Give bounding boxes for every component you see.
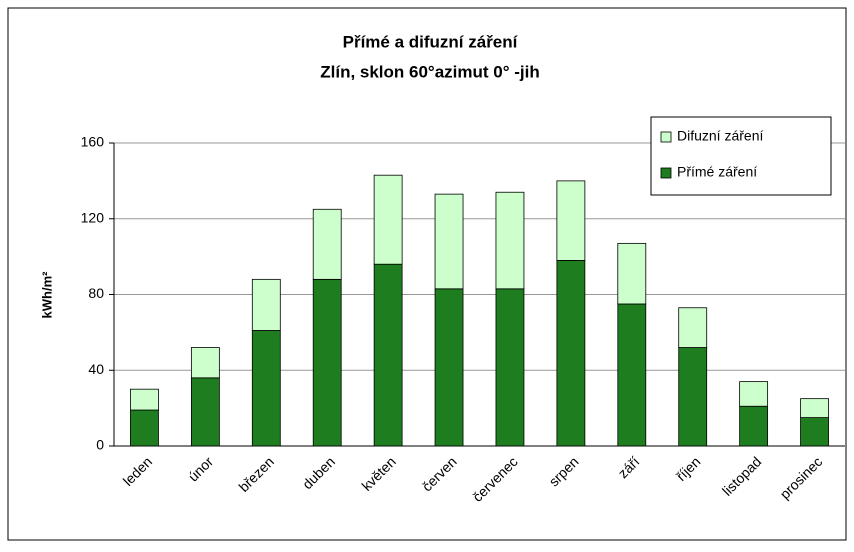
chart-frame — [7, 7, 847, 541]
bar-segment — [251, 330, 281, 447]
bar-segment — [190, 347, 220, 379]
bar-segment — [251, 278, 281, 331]
bar-segment — [190, 377, 220, 447]
chart-title: Přímé a difuzní záření — [343, 32, 519, 51]
bar-segment — [373, 174, 403, 265]
chart-subtitle: Zlín, sklon 60°azimut 0° -jih — [320, 62, 540, 81]
bar-segment — [312, 278, 342, 447]
bar-segment — [312, 208, 342, 280]
bar-segment — [678, 307, 708, 348]
bar-segment — [617, 303, 647, 447]
bar-segment — [130, 388, 159, 411]
bar-segment — [678, 347, 708, 447]
y-axis-label: kWh/m² — [39, 271, 54, 319]
bar-segment — [434, 193, 464, 290]
legend-label: Difuzní záření — [677, 128, 763, 144]
bar-segment — [800, 417, 829, 447]
bar-segment — [434, 288, 464, 447]
bar-segment — [373, 263, 403, 447]
bar-segment — [617, 242, 647, 305]
y-tick-label: 40 — [88, 361, 104, 377]
bar-segment — [495, 288, 525, 447]
bar-segment — [130, 409, 159, 447]
legend-label: Přímé záření — [677, 164, 757, 180]
y-tick-label: 160 — [81, 134, 105, 150]
bar-segment — [800, 398, 829, 418]
bar-segment — [495, 191, 525, 290]
bar-segment — [739, 381, 769, 407]
bar-segment — [556, 260, 586, 447]
bar-segment — [739, 405, 769, 447]
y-tick-label: 0 — [96, 437, 104, 453]
y-tick-label: 80 — [88, 285, 104, 301]
legend-swatch — [660, 131, 672, 143]
legend-box — [650, 116, 832, 196]
bar-segment — [556, 180, 586, 261]
legend-swatch — [660, 167, 672, 179]
y-tick-label: 120 — [81, 209, 105, 225]
